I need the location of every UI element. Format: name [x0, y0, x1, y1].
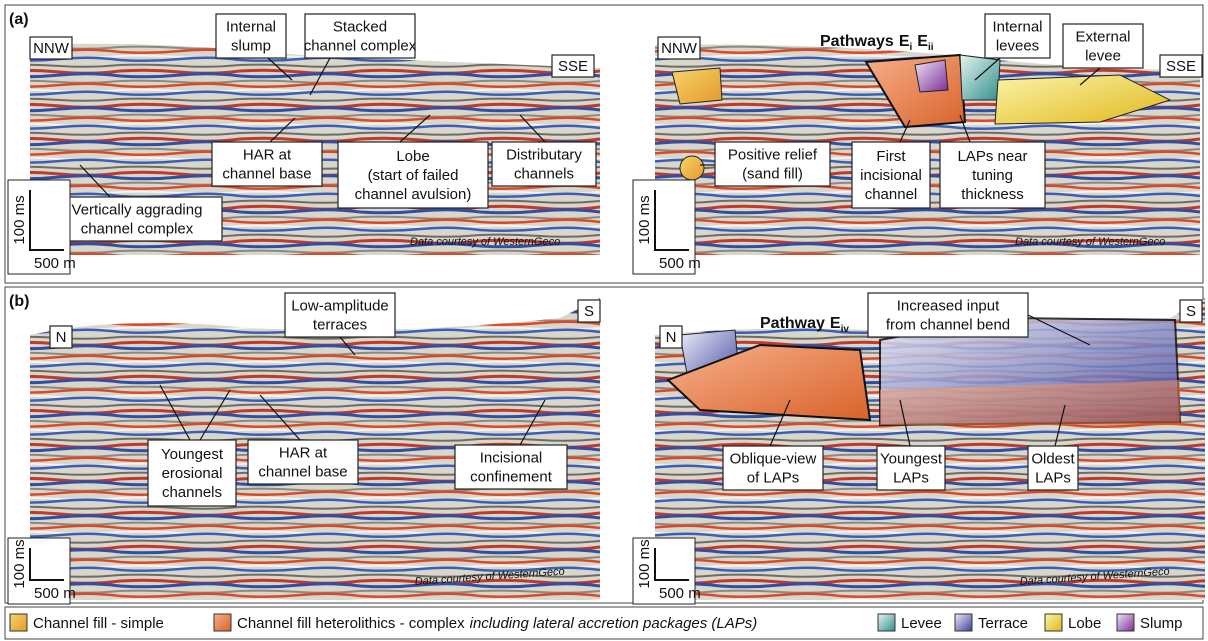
annotation-text: SSE — [1166, 58, 1196, 75]
annotation-text: thickness — [961, 186, 1024, 203]
annotation-text: Oblique-view — [730, 451, 817, 468]
annotation-text: External — [1075, 29, 1130, 46]
legend-text: Slump — [1140, 615, 1183, 632]
annotation-text: Stacked — [333, 19, 387, 36]
annotation-text: Youngest — [880, 451, 943, 468]
channel-fill-simple — [672, 68, 722, 104]
annotation-text: HAR at — [279, 445, 328, 462]
annotation-text: Oldest — [1031, 451, 1075, 468]
annotation-text: Positive relief — [728, 147, 818, 164]
annotation-text: Increased input — [897, 298, 1000, 315]
horizontal-scale: 500 m — [34, 585, 76, 602]
horizontal-scale: 500 m — [659, 255, 701, 272]
annotation-text: channels — [162, 484, 222, 501]
annotation-text: N — [56, 329, 67, 346]
horizontal-scale: 500 m — [34, 255, 76, 272]
title-subscript: ii — [928, 42, 934, 53]
legend-text: Channel fill heterolithics - complex — [237, 615, 465, 632]
annotation-text: Internal — [226, 19, 276, 36]
annotation-text: (start of failed — [368, 167, 459, 184]
sand-fill — [680, 156, 704, 180]
legend-swatch — [1045, 614, 1062, 631]
annotation-text: Incisional — [480, 450, 543, 467]
annotation-text: Distributary — [506, 147, 582, 164]
annotation-text: SSE — [558, 58, 588, 75]
annotation-text: channel base — [222, 166, 311, 183]
annotation-text: from channel bend — [886, 317, 1010, 334]
legend-italic: including lateral accretion packages (LA… — [470, 615, 758, 632]
legend-label: Terrace — [978, 615, 1028, 632]
annotation-text: S — [1186, 303, 1196, 320]
panel-label: (b) — [9, 293, 29, 310]
title-text: Pathway — [760, 315, 825, 332]
annotation-text: LAPs — [1035, 470, 1071, 487]
legend-text: Levee — [901, 615, 942, 632]
legend-label: Lobe — [1068, 615, 1101, 632]
title-text: Pathways — [820, 33, 894, 50]
legend-label: Levee — [901, 615, 942, 632]
legend-swatch — [10, 614, 27, 631]
annotation-text: N — [666, 329, 677, 346]
annotation-text: NNW — [661, 40, 698, 57]
annotation-text: channel — [865, 186, 918, 203]
annotation-text: channel complex — [81, 221, 194, 238]
horizontal-scale: 500 m — [659, 585, 701, 602]
legend-text: Terrace — [978, 615, 1028, 632]
legend-swatch — [1117, 614, 1134, 631]
legend-swatch — [214, 614, 231, 631]
annotation-text: channel base — [258, 464, 347, 481]
legend-label: Slump — [1140, 615, 1183, 632]
legend-swatch — [955, 614, 972, 631]
vertical-scale: 100 ms — [11, 539, 28, 588]
annotation-text: levees — [996, 38, 1039, 55]
legend-swatch — [878, 614, 895, 631]
annotation-text: levee — [1085, 48, 1121, 65]
credit: Data courtesy of WesternGeco — [410, 236, 560, 248]
annotation-text: LAPs — [893, 470, 929, 487]
annotation-text: channels — [514, 166, 574, 183]
annotation-text: Vertically aggrading — [72, 202, 203, 219]
annotation-text: incisional — [860, 167, 922, 184]
title-subscript: i — [909, 42, 912, 53]
annotation-text: S — [584, 303, 594, 320]
levee — [960, 55, 1000, 100]
legend-text: Channel fill - simple — [33, 615, 164, 632]
annotation-text: of LAPs — [747, 470, 800, 487]
slump — [915, 60, 948, 92]
annotation-text: tuning — [972, 167, 1013, 184]
title-subscript: iv — [841, 324, 850, 335]
annotation-text: HAR at — [243, 147, 292, 164]
title-letter: E — [899, 33, 910, 50]
title-letter: E — [830, 315, 841, 332]
annotation-text: LAPs near — [957, 148, 1027, 165]
legend-label: Channel fill - simple — [33, 615, 164, 632]
annotation-text: Internal — [992, 19, 1042, 36]
annotation-text: Lobe — [396, 148, 429, 165]
annotation-text: channel complex — [304, 38, 417, 55]
vertical-scale: 100 ms — [636, 539, 653, 588]
legend-label: Channel fill heterolithics - complex incl… — [237, 615, 757, 632]
annotation-text: First — [876, 148, 906, 165]
annotation-text: confinement — [470, 469, 553, 486]
panel-label: (a) — [9, 11, 29, 28]
annotation-text: Youngest — [161, 446, 224, 463]
annotation-text: erosional — [162, 465, 223, 482]
vertical-scale: 100 ms — [636, 195, 653, 244]
vertical-scale: 100 ms — [11, 195, 28, 244]
title-letter: E — [917, 33, 928, 50]
annotation-text: channel avulsion) — [355, 186, 472, 203]
figure: (a)NNWSSEInternalslumpStackedchannel com… — [0, 0, 1208, 641]
annotation-text: (sand fill) — [742, 166, 803, 183]
annotation-text: NNW — [33, 40, 70, 57]
annotation-text: Low-amplitude — [291, 298, 389, 315]
credit: Data courtesy of WesternGeco — [1015, 236, 1165, 248]
annotation-text: terraces — [313, 317, 367, 334]
annotation-text: slump — [231, 38, 271, 55]
legend-text: Lobe — [1068, 615, 1101, 632]
